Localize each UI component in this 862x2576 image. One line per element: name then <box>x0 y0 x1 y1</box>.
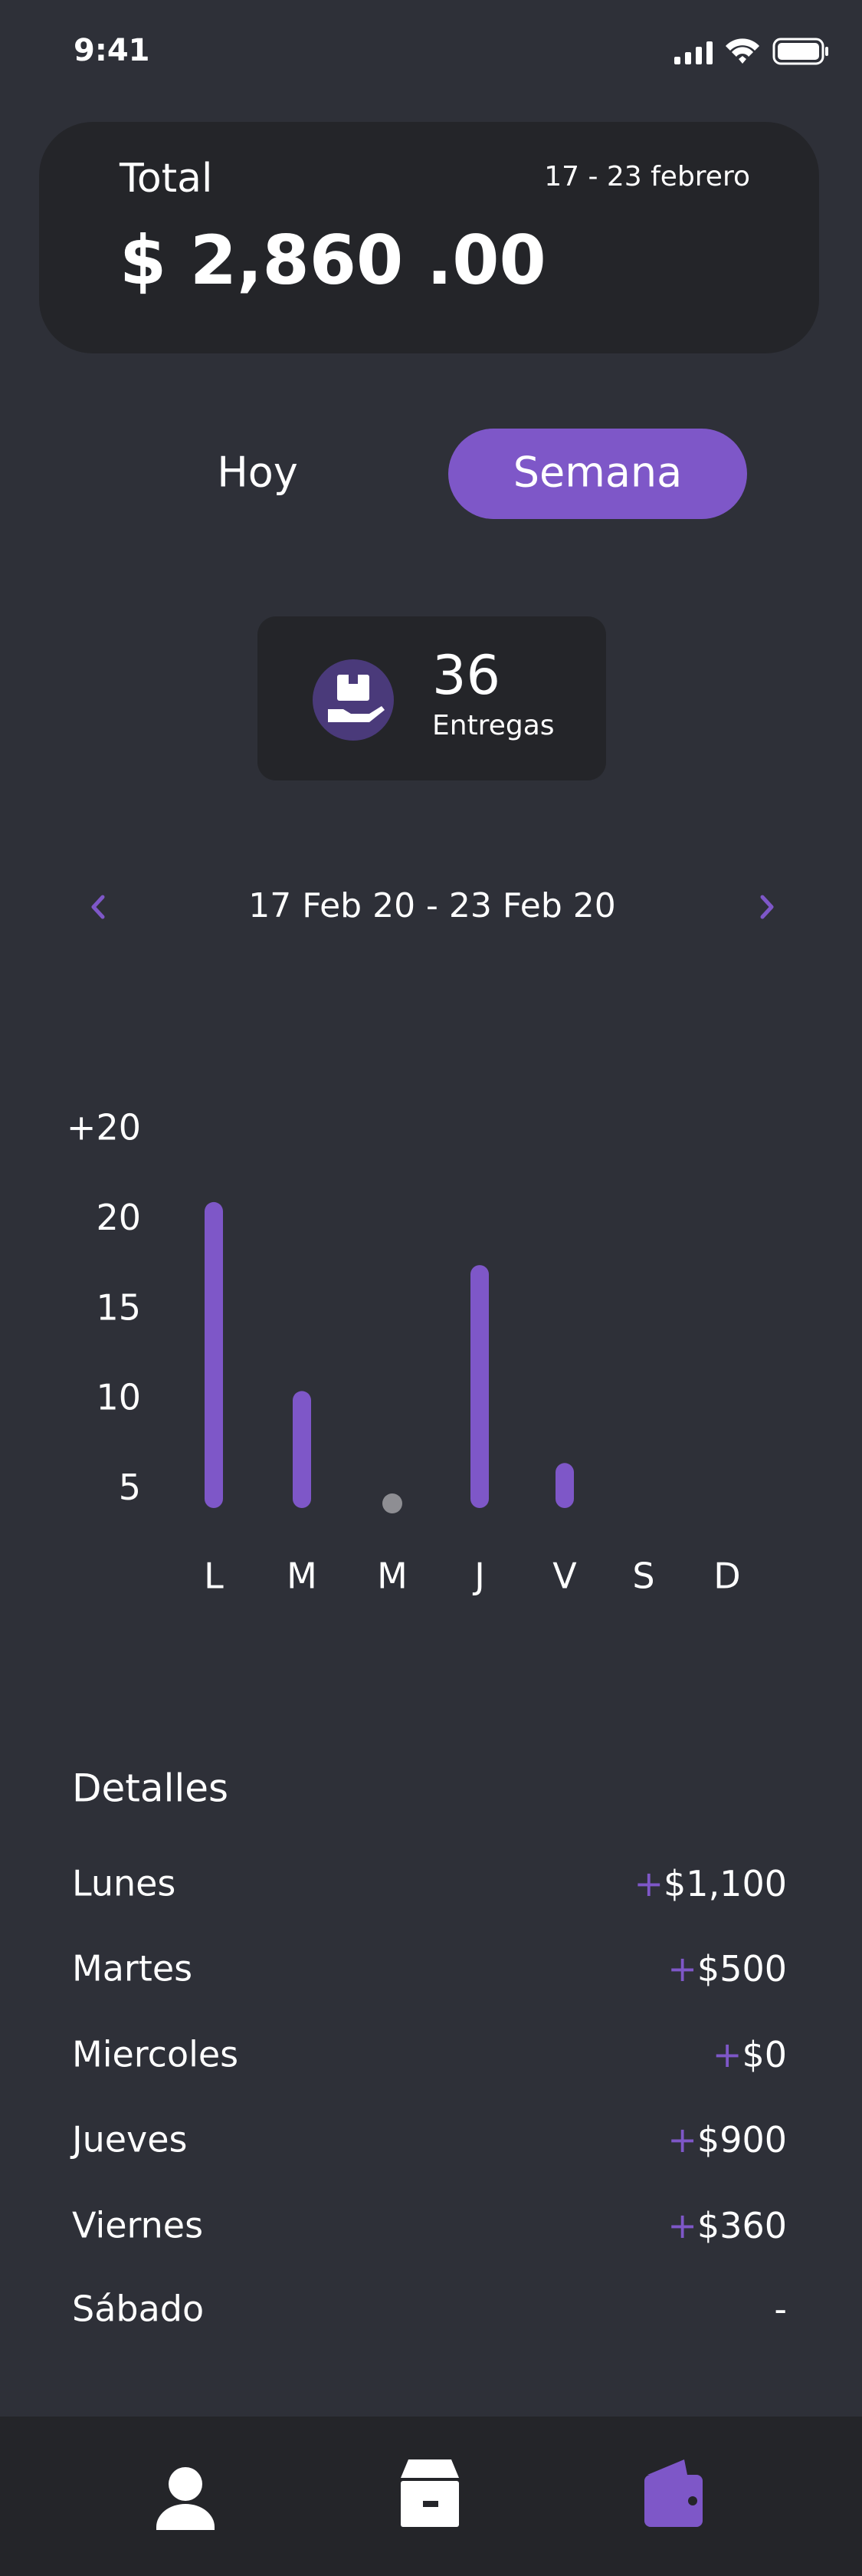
status-time: 9:41 <box>74 33 150 68</box>
deliveries-count: 36 <box>432 644 500 707</box>
x-tick-label: V <box>552 1556 577 1597</box>
y-tick-label: +20 <box>67 1107 141 1148</box>
y-tick-label: 5 <box>119 1467 141 1508</box>
x-tick-label: D <box>713 1556 740 1597</box>
detail-amount: - <box>774 2288 787 2330</box>
x-tick-label: M <box>287 1556 317 1597</box>
deliveries-icon <box>328 675 385 722</box>
detail-day: Miercoles <box>72 2034 238 2075</box>
detail-value: $0 <box>742 2034 787 2075</box>
tab-today[interactable]: Hoy <box>217 449 298 497</box>
nav-orders[interactable] <box>401 2459 459 2527</box>
nav-profile[interactable] <box>156 2467 215 2530</box>
bar <box>556 1463 574 1508</box>
deliveries-label: Entregas <box>432 710 555 741</box>
detail-day: Sábado <box>72 2288 204 2330</box>
detail-day: Viernes <box>72 2205 203 2246</box>
detail-amount: +$1,100 <box>634 1863 787 1904</box>
y-tick-label: 15 <box>96 1286 141 1328</box>
detail-amount: +$360 <box>667 2205 787 2246</box>
x-tick-label: S <box>632 1556 654 1597</box>
detail-sign: + <box>634 1863 664 1904</box>
detail-value: $500 <box>697 1948 787 1990</box>
nav-wallet[interactable] <box>644 2459 703 2527</box>
detail-value: $900 <box>697 2119 787 2160</box>
bar <box>470 1265 489 1508</box>
prev-week[interactable] <box>91 895 105 919</box>
x-tick-label: J <box>472 1556 485 1597</box>
tab-week[interactable]: Semana <box>513 449 683 497</box>
detail-value: - <box>774 2288 787 2330</box>
total-date-range: 17 - 23 febrero <box>544 161 750 192</box>
x-tick-label: L <box>204 1556 224 1597</box>
detail-amount: +$500 <box>667 1948 787 1990</box>
detail-sign: + <box>667 1948 697 1990</box>
detail-sign: + <box>667 2205 697 2246</box>
status-icons <box>674 38 828 65</box>
bar <box>293 1391 311 1508</box>
detail-value: $1,100 <box>664 1863 787 1904</box>
total-card <box>39 122 819 353</box>
detail-value: $360 <box>697 2205 787 2246</box>
details-title: Detalles <box>72 1766 228 1811</box>
bar <box>205 1201 223 1508</box>
y-tick-label: 20 <box>96 1197 141 1238</box>
week-range: 17 Feb 20 - 23 Feb 20 <box>248 886 616 925</box>
next-week[interactable] <box>760 895 774 919</box>
total-label: Total <box>119 156 212 202</box>
detail-sign: + <box>713 2034 742 2075</box>
detail-day: Jueves <box>70 2119 188 2160</box>
detail-day: Lunes <box>72 1863 175 1904</box>
y-tick-label: 10 <box>96 1377 141 1418</box>
detail-sign: + <box>667 2119 697 2160</box>
detail-amount: +$0 <box>713 2034 787 2075</box>
x-tick-label: M <box>377 1556 408 1597</box>
bar-zero <box>382 1493 402 1513</box>
detail-amount: +$900 <box>667 2119 787 2160</box>
tab-week-pill[interactable] <box>448 429 747 519</box>
total-amount: $ 2,860 .00 <box>120 221 546 300</box>
detail-day: Martes <box>72 1948 192 1990</box>
